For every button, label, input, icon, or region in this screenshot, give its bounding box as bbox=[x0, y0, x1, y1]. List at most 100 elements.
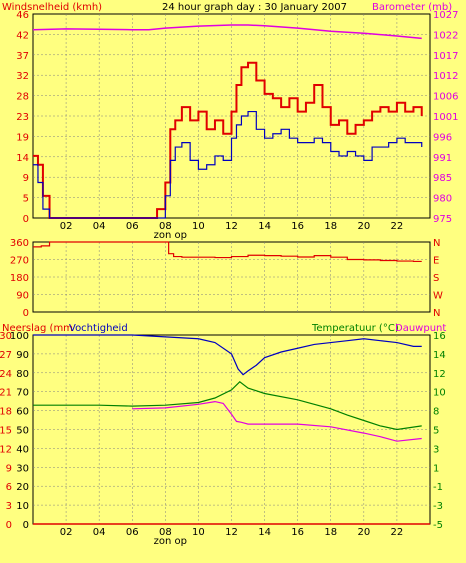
direction-y-tick-right: S bbox=[433, 273, 439, 284]
wind-direction-series bbox=[33, 241, 422, 263]
humidity-y-tick-left: 6 bbox=[6, 482, 12, 493]
wind-y-tick-right: 1001 bbox=[433, 112, 458, 123]
humidity-y-tick-left: 18 bbox=[0, 407, 12, 418]
humidity-y-tick-left2: 80 bbox=[16, 369, 29, 380]
humidity-y-tick-right: 14 bbox=[433, 350, 446, 361]
humidity-y-tick-left: 12 bbox=[0, 444, 12, 455]
humidity-y-tick-left: 30 bbox=[0, 331, 12, 342]
wind-avg-series bbox=[33, 110, 423, 219]
humidity-y-tick-right: -1 bbox=[433, 482, 443, 493]
wind-x-tick: 14 bbox=[258, 221, 271, 232]
humidity-y-tick-right: 1 bbox=[433, 463, 439, 474]
humidity-x-tick: 02 bbox=[60, 527, 73, 538]
humidity-series bbox=[33, 334, 422, 376]
bottom-left-title-rain: Neerslag (mm bbox=[2, 323, 73, 334]
wind-y-tick-right: 996 bbox=[433, 132, 452, 143]
humidity-x-tick: 04 bbox=[93, 527, 106, 538]
direction-y-tick-left: 270 bbox=[10, 256, 29, 267]
humidity-y-tick-left2: 70 bbox=[16, 388, 29, 399]
direction-y-tick-left: 90 bbox=[16, 291, 29, 302]
humidity-y-tick-left: 24 bbox=[0, 369, 12, 380]
wind-y-tick-left: 19 bbox=[16, 132, 29, 143]
humidity-x-tick: 20 bbox=[357, 527, 370, 538]
humidity-y-tick-right: 12 bbox=[433, 369, 446, 380]
humidity-x-tick: 06 bbox=[126, 527, 139, 538]
direction-y-tick-left: 360 bbox=[10, 238, 29, 249]
direction-y-tick-right: W bbox=[433, 291, 443, 302]
wind-x-tick: 04 bbox=[93, 221, 106, 232]
humidity-y-tick-left2: 50 bbox=[16, 426, 29, 437]
wind-y-tick-right: 1017 bbox=[433, 51, 458, 62]
humidity-y-tick-left: 15 bbox=[0, 426, 12, 437]
wind-y-tick-right: 1012 bbox=[433, 71, 458, 82]
top-center-title: 24 hour graph day : 30 January 2007 bbox=[162, 2, 347, 13]
wind-x-tick: 02 bbox=[60, 221, 73, 232]
wind-x-tick: 06 bbox=[126, 221, 139, 232]
humidity-y-tick-left: 3 bbox=[6, 501, 12, 512]
humidity-y-tick-left2: 30 bbox=[16, 463, 29, 474]
wind-y-tick-right: 1027 bbox=[433, 10, 458, 21]
humidity-x-tick: 22 bbox=[391, 527, 404, 538]
wind-y-tick-right: 1022 bbox=[433, 30, 458, 41]
humidity-y-tick-left2: 100 bbox=[10, 331, 29, 342]
humidity-y-tick-left2: 20 bbox=[16, 482, 29, 493]
direction-y-tick-right: N bbox=[433, 308, 440, 319]
humidity-y-tick-left: 27 bbox=[0, 350, 12, 361]
wind-y-tick-left: 23 bbox=[16, 112, 29, 123]
wind-x-tick: 18 bbox=[324, 221, 337, 232]
humidity-sunrise-label: zon op bbox=[154, 536, 187, 547]
dewpoint-series bbox=[132, 400, 422, 442]
wind-y-tick-left: 32 bbox=[16, 71, 29, 82]
wind-y-tick-right: 975 bbox=[433, 214, 452, 225]
bottom-right-title-dew: Dauwpunt bbox=[395, 323, 446, 334]
humidity-y-tick-left: 0 bbox=[6, 520, 12, 531]
bottom-left-title-humidity: Vochtigheid bbox=[69, 323, 128, 334]
humidity-y-tick-left2: 0 bbox=[23, 520, 29, 531]
humidity-x-tick: 10 bbox=[192, 527, 205, 538]
barometer-series bbox=[32, 24, 422, 40]
humidity-y-tick-left: 21 bbox=[0, 388, 12, 399]
humidity-x-tick: 16 bbox=[291, 527, 304, 538]
wind-y-tick-left: 9 bbox=[23, 173, 29, 184]
humidity-y-tick-left2: 60 bbox=[16, 407, 29, 418]
humidity-x-tick: 08 bbox=[159, 527, 172, 538]
wind-y-tick-left: 28 bbox=[16, 92, 29, 103]
wind-x-tick: 10 bbox=[192, 221, 205, 232]
wind-x-tick: 20 bbox=[357, 221, 370, 232]
wind-y-tick-left: 14 bbox=[16, 153, 29, 164]
direction-y-tick-right: N bbox=[433, 238, 440, 249]
direction-y-tick-left: 0 bbox=[23, 308, 29, 319]
wind-x-tick: 12 bbox=[225, 221, 238, 232]
humidity-x-tick: 12 bbox=[225, 527, 238, 538]
wind-y-tick-right: 1006 bbox=[433, 92, 458, 103]
humidity-y-tick-left2: 40 bbox=[16, 444, 29, 455]
humidity-y-tick-right: 5 bbox=[433, 426, 439, 437]
humidity-x-tick: 14 bbox=[258, 527, 271, 538]
wind-x-tick: 08 bbox=[159, 221, 172, 232]
wind-y-tick-right: 991 bbox=[433, 153, 452, 164]
wind-y-tick-left: 5 bbox=[23, 194, 29, 205]
humidity-y-tick-right: 10 bbox=[433, 388, 446, 399]
direction-y-tick-right: E bbox=[433, 256, 439, 267]
humidity-y-tick-right: 8 bbox=[433, 407, 439, 418]
temperature-series bbox=[33, 381, 422, 431]
wind-y-tick-left: 0 bbox=[23, 214, 29, 225]
direction-y-tick-left: 180 bbox=[10, 273, 29, 284]
bottom-right-title-temp: Temperatuur (°C) bbox=[311, 323, 399, 334]
wind-x-tick: 22 bbox=[391, 221, 404, 232]
humidity-y-tick-right: 3 bbox=[433, 444, 439, 455]
humidity-y-tick-right: -3 bbox=[433, 501, 443, 512]
wind-y-tick-right: 980 bbox=[433, 194, 452, 205]
wind-y-tick-left: 42 bbox=[16, 30, 29, 41]
wind-sunrise-label: zon op bbox=[154, 230, 187, 241]
wind-y-tick-left: 37 bbox=[16, 51, 29, 62]
humidity-y-tick-left2: 10 bbox=[16, 501, 29, 512]
wind-y-tick-right: 985 bbox=[433, 173, 452, 184]
top-left-title: Windsnelheid (kmh) bbox=[2, 2, 102, 13]
top-right-title: Barometer (mb) bbox=[372, 2, 452, 13]
humidity-y-tick-left2: 90 bbox=[16, 350, 29, 361]
humidity-x-tick: 18 bbox=[324, 527, 337, 538]
